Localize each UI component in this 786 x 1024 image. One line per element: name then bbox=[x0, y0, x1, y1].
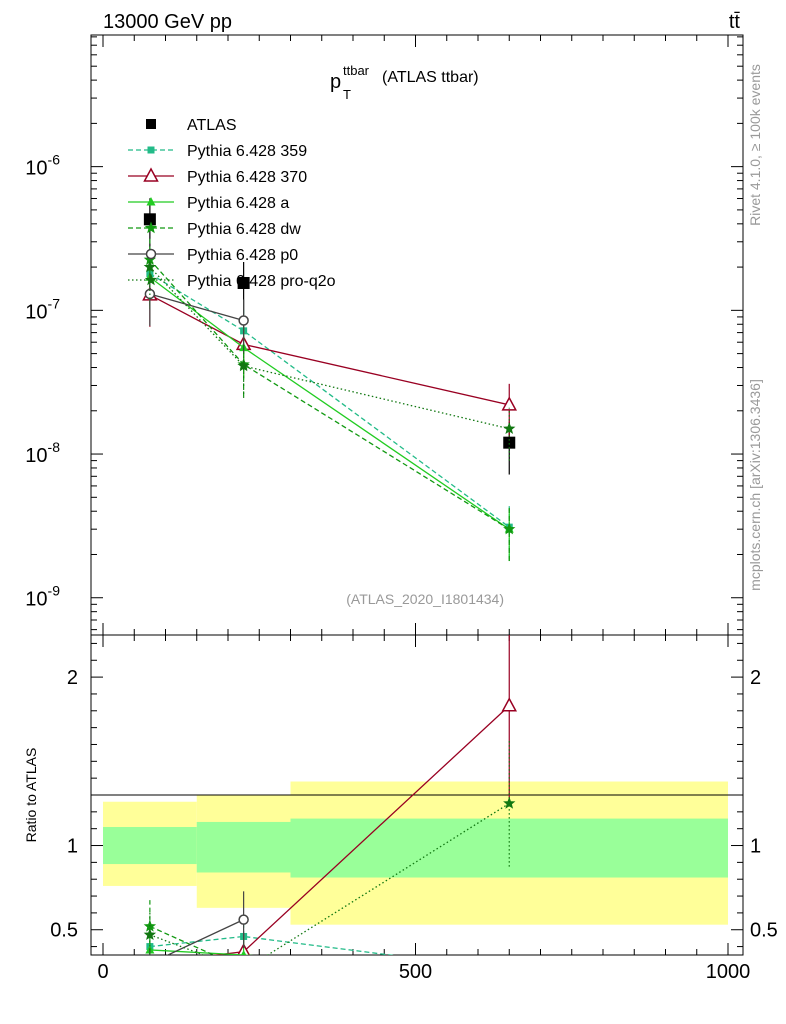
data-point-marker bbox=[237, 964, 249, 976]
data-point-marker bbox=[145, 248, 157, 260]
legend-entry: Pythia 6.428 a bbox=[128, 195, 289, 212]
series-atlas bbox=[143, 198, 516, 475]
series-pythia-6-428-370 bbox=[142, 273, 518, 437]
ratio-y-tick-label-right: 1 bbox=[750, 836, 761, 858]
stat-uncertainty-band bbox=[196, 821, 291, 873]
ratio-axis-label: Ratio to ATLAS bbox=[23, 748, 39, 843]
legend-entry: Pythia 6.428 pro-q2o bbox=[128, 273, 336, 290]
legend-entry: ATLAS bbox=[146, 117, 237, 134]
data-point-marker bbox=[144, 221, 158, 234]
legend-entry: Pythia 6.428 370 bbox=[128, 167, 307, 186]
data-point-marker bbox=[143, 213, 156, 226]
mcplots-label: mcplots.cern.ch [arXiv:1306.3436] bbox=[747, 379, 763, 591]
series-line bbox=[149, 802, 510, 955]
x-tick-label: 1000 bbox=[706, 961, 751, 983]
data-point-marker bbox=[503, 522, 516, 535]
legend-label: Pythia 6.428 dw bbox=[187, 221, 301, 238]
legend-label: Pythia 6.428 p0 bbox=[187, 247, 298, 264]
data-point-marker bbox=[237, 962, 249, 974]
data-point-marker bbox=[503, 422, 516, 434]
data-point-marker bbox=[506, 967, 513, 974]
series-line bbox=[149, 925, 216, 955]
ratio-series-group bbox=[143, 635, 518, 977]
legend: ATLAS Pythia 6.428 359 Pythia 6.428 370 Pyt… bbox=[128, 117, 336, 290]
data-point-marker bbox=[143, 167, 159, 182]
legend-entry: Pythia 6.428 p0 bbox=[128, 247, 298, 264]
main-series-group bbox=[142, 198, 518, 562]
data-point-marker bbox=[144, 273, 158, 286]
ratio-uncertainty-bands bbox=[103, 781, 728, 925]
legend-label: Pythia 6.428 pro-q2o bbox=[187, 273, 336, 290]
data-point-marker bbox=[146, 197, 156, 206]
legend-entry: Pythia 6.428 dw bbox=[128, 221, 301, 238]
series-line bbox=[149, 949, 254, 955]
plot-title-rest: (ATLAS ttbar) bbox=[382, 69, 479, 86]
ratio-series-pythia-6-428-a bbox=[145, 930, 514, 976]
ratio-y-tick-label-right: 0.5 bbox=[750, 920, 778, 942]
ratio-series-pythia-6-428-pro-q2o bbox=[143, 740, 516, 976]
rivet-label: Rivet 4.1.0, ≥ 100k events bbox=[747, 64, 763, 226]
series-line bbox=[166, 919, 244, 955]
series-line bbox=[149, 276, 510, 530]
analysis-label: (ATLAS_2020_I1801434) bbox=[346, 591, 504, 607]
series-pythia-6-428-a bbox=[145, 256, 514, 562]
data-point-marker bbox=[238, 914, 249, 925]
legend-entry: Pythia 6.428 359 bbox=[128, 143, 307, 160]
axis-tick-labels: 10-9 10-8 10-7 10-6 0.5 0.5 1 1 2 2 0 500 1000 bbox=[25, 152, 778, 983]
data-point-marker bbox=[146, 119, 156, 129]
legend-label: Pythia 6.428 359 bbox=[187, 143, 307, 160]
y-tick-label: 10-9 bbox=[25, 583, 60, 611]
series-line bbox=[149, 266, 510, 430]
data-point-marker bbox=[149, 954, 150, 955]
data-point-marker bbox=[237, 276, 250, 289]
x-tick-label: 0 bbox=[97, 961, 108, 983]
data-point-marker bbox=[145, 959, 154, 968]
series-line bbox=[149, 273, 510, 528]
energy-label: 13000 GeV pp bbox=[103, 11, 232, 33]
data-point-marker bbox=[240, 950, 247, 955]
data-point-marker bbox=[503, 436, 516, 449]
plot-title-sub: T bbox=[343, 87, 351, 102]
stat-uncertainty-band bbox=[103, 827, 197, 865]
axis-ticks bbox=[91, 35, 743, 955]
ratio-y-tick-label: 2 bbox=[67, 667, 78, 689]
data-point-marker bbox=[143, 928, 157, 940]
data-point-marker bbox=[503, 965, 515, 977]
data-point-marker bbox=[143, 260, 157, 273]
y-tick-label: 10-8 bbox=[25, 439, 60, 467]
x-tick-label: 500 bbox=[399, 961, 432, 983]
series-line bbox=[149, 293, 244, 322]
y-tick-label: 10-6 bbox=[25, 152, 60, 180]
ratio-y-tick-label-right: 2 bbox=[750, 667, 761, 689]
data-point-marker bbox=[238, 315, 249, 326]
legend-label: ATLAS bbox=[187, 117, 237, 134]
data-point-marker bbox=[505, 967, 514, 976]
series-line bbox=[149, 294, 510, 406]
data-point-marker bbox=[237, 359, 250, 372]
ratio-y-tick-label: 0.5 bbox=[50, 920, 78, 942]
legend-label: Pythia 6.428 a bbox=[187, 195, 289, 212]
plot-title: p ttbar T (ATLAS ttbar) bbox=[330, 63, 479, 102]
plot-title-sup: ttbar bbox=[343, 63, 370, 78]
ratio-y-tick-label: 1 bbox=[67, 836, 78, 858]
data-point-marker bbox=[501, 697, 518, 712]
legend-label: Pythia 6.428 370 bbox=[187, 169, 307, 186]
process-label: tt̄ bbox=[729, 11, 741, 33]
plot-title-p: p bbox=[330, 71, 341, 93]
data-point-marker bbox=[501, 396, 518, 411]
y-tick-label: 10-7 bbox=[25, 295, 60, 323]
data-point-marker bbox=[147, 146, 155, 154]
stat-uncertainty-band bbox=[290, 818, 728, 878]
data-point-marker bbox=[503, 796, 516, 809]
